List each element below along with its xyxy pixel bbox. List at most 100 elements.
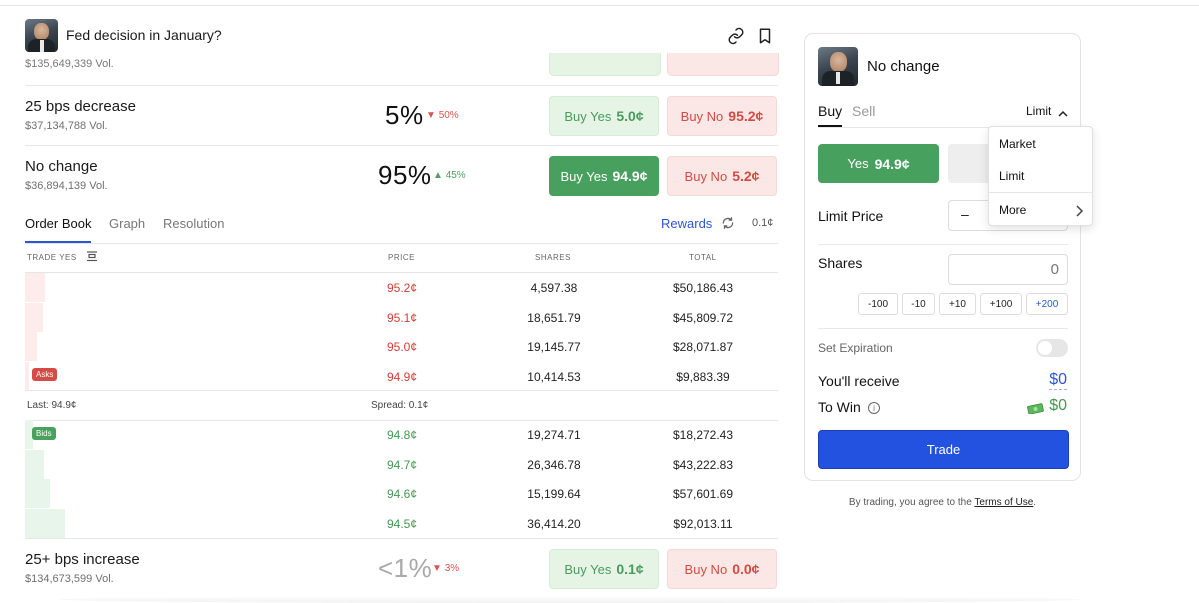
set-expiration-toggle[interactable] (1036, 339, 1068, 357)
order-book-bid-row[interactable]: 94.7¢ 26,346.78 $43,222.83 (25, 449, 778, 479)
yes-outcome-button[interactable]: Yes 94.9¢ (818, 144, 939, 183)
asks-badge: Asks (32, 368, 58, 381)
rewards-link[interactable]: Rewards (661, 216, 713, 231)
trade-button[interactable]: Trade (818, 430, 1069, 469)
cut-row-buy-no-button[interactable] (667, 52, 779, 76)
buy-yes-button[interactable]: Buy Yes 94.9¢ (549, 156, 659, 196)
outcome-percent: <1% (378, 553, 433, 583)
market-header: Fed decision in January? (25, 19, 780, 53)
order-total: $57,601.69 (672, 487, 734, 501)
order-price: 95.2¢ (386, 281, 418, 295)
order-price: 94.7¢ (386, 457, 418, 472)
detail-tabs: Order Book Graph Resolution Rewards 0.1¢ (25, 207, 778, 244)
outcome-percent: 5% (385, 100, 424, 130)
depth-bar (25, 302, 43, 332)
outcome-name: 25+ bps increase (25, 551, 140, 568)
terms-notice: By trading, you agree to the Terms of Us… (848, 497, 1037, 508)
tick-size[interactable]: 0.1¢ (752, 217, 774, 229)
order-price: 95.1¢ (386, 310, 418, 325)
depth-bar (25, 420, 33, 449)
bookmark-icon[interactable] (756, 27, 774, 45)
outcome-change: ▲ 45% (433, 170, 466, 181)
col-price: PRICE (388, 253, 415, 262)
order-book-bid-row[interactable]: 94.6¢ 15,199.64 $57,601.69 (25, 479, 778, 508)
order-total: $92,013.11 (673, 516, 733, 531)
outcome-row-no-change[interactable]: No change $36,894,139 Vol. 95% ▲ 45% Buy… (25, 145, 778, 206)
market-avatar (25, 19, 58, 52)
last-spread-row: Last: 94.9¢ Spread: 0.1¢ (25, 390, 778, 421)
terms-of-use-link[interactable]: Terms of Use (974, 497, 1034, 508)
panel-outcome-title: No change (867, 58, 940, 75)
order-total: $43,222.83 (672, 457, 734, 472)
buy-no-button[interactable]: Buy No 95.2¢ (667, 96, 777, 136)
tab-order-book[interactable]: Order Book (25, 216, 92, 243)
depth-bar (25, 273, 45, 302)
order-shares: 15,199.64 (527, 487, 581, 501)
order-book-ask-row[interactable]: 95.2¢ 4,597.38 $50,186.43 (25, 273, 778, 302)
dropdown-item-market[interactable]: Market (999, 137, 1036, 151)
decrement-button[interactable]: – (961, 206, 969, 222)
outcome-row-25bps-increase[interactable]: 25+ bps increase $134,673,599 Vol. <1% ▼… (25, 538, 778, 599)
sort-icon[interactable] (87, 251, 97, 264)
dropdown-item-more[interactable]: More (999, 203, 1027, 217)
order-shares: 10,414.53 (527, 369, 581, 384)
chevron-right-icon[interactable] (1074, 204, 1084, 217)
order-price: 94.5¢ (386, 516, 418, 531)
order-book-ask-row[interactable]: 95.0¢ 19,145.77 $28,071.87 (25, 332, 778, 361)
buy-no-button[interactable]: Buy No 5.2¢ (667, 156, 777, 196)
outcome-percent: 95% (378, 160, 432, 190)
set-expiration-label: Set Expiration (818, 341, 893, 355)
info-icon[interactable]: i (868, 402, 880, 414)
order-shares: 19,145.77 (527, 340, 581, 354)
refresh-icon[interactable] (721, 216, 735, 230)
order-shares: 4,597.38 (530, 281, 578, 295)
order-total: $9,883.39 (676, 369, 730, 384)
buy-no-button[interactable]: Buy No 0.0¢ (667, 549, 777, 589)
col-total: TOTAL (689, 253, 717, 262)
order-shares: 18,651.79 (527, 310, 581, 325)
bids-badge: Bids (32, 427, 56, 440)
buy-yes-button[interactable]: Buy Yes 5.0¢ (549, 96, 659, 136)
limit-price-label: Limit Price (818, 208, 884, 224)
tab-graph[interactable]: Graph (109, 216, 146, 231)
dropdown-divider (989, 192, 1092, 193)
order-book-bid-row[interactable]: 94.5¢ 36,414.20 $92,013.11 (25, 508, 778, 538)
dropdown-item-limit[interactable]: Limit (999, 169, 1025, 183)
order-book-header: TRADE YES PRICE SHARES TOTAL (25, 243, 778, 273)
depth-bar (25, 508, 65, 538)
outcome-avatar (818, 47, 858, 86)
order-book-ask-row[interactable]: 95.1¢ 18,651.79 $45,809.72 (25, 302, 778, 332)
buy-yes-button[interactable]: Buy Yes 0.1¢ (549, 549, 659, 589)
link-icon[interactable] (727, 27, 745, 45)
order-price: 95.0¢ (386, 340, 418, 354)
shares-plus-200-button[interactable]: +200 (1026, 293, 1068, 315)
chevron-up-icon[interactable] (1058, 106, 1068, 117)
order-shares: 26,346.78 (527, 457, 581, 472)
cut-row-buy-yes-button[interactable] (549, 52, 661, 76)
order-book-ask-row[interactable]: 94.9¢ 10,414.53 $9,883.39 (25, 361, 778, 391)
shares-input[interactable] (948, 254, 1068, 285)
outcome-volume: $134,673,599 Vol. (25, 573, 114, 585)
order-type-select[interactable]: Limit (1026, 104, 1052, 118)
buy-tab[interactable]: Buy (818, 103, 843, 127)
shares-plus-100-button[interactable]: +100 (980, 293, 1022, 315)
sell-tab[interactable]: Sell (852, 103, 876, 119)
top-divider (0, 5, 1199, 6)
order-total: $45,809.72 (672, 310, 734, 325)
to-win-value: $0 (1049, 397, 1067, 414)
market-title: Fed decision in January? (66, 27, 222, 43)
order-total: $18,272.43 (672, 428, 734, 442)
shares-minus-10-button[interactable]: -10 (902, 293, 935, 315)
receive-value: $0 (1049, 371, 1067, 390)
order-shares: 19,274.71 (527, 428, 581, 442)
outcome-row-25bps-decrease[interactable]: 25 bps decrease $37,134,788 Vol. 5% ▼ 50… (25, 85, 778, 146)
order-book-bid-row[interactable]: 94.8¢ 19,274.71 $18,272.43 (25, 420, 778, 449)
last-price: Last: 94.9¢ (27, 400, 77, 411)
money-icon (1027, 401, 1044, 415)
receive-label: You'll receive (818, 373, 900, 389)
shares-plus-10-button[interactable]: +10 (939, 293, 976, 315)
tab-resolution[interactable]: Resolution (163, 216, 225, 231)
shares-label: Shares (818, 255, 863, 271)
shares-minus-100-button[interactable]: -100 (858, 293, 898, 315)
